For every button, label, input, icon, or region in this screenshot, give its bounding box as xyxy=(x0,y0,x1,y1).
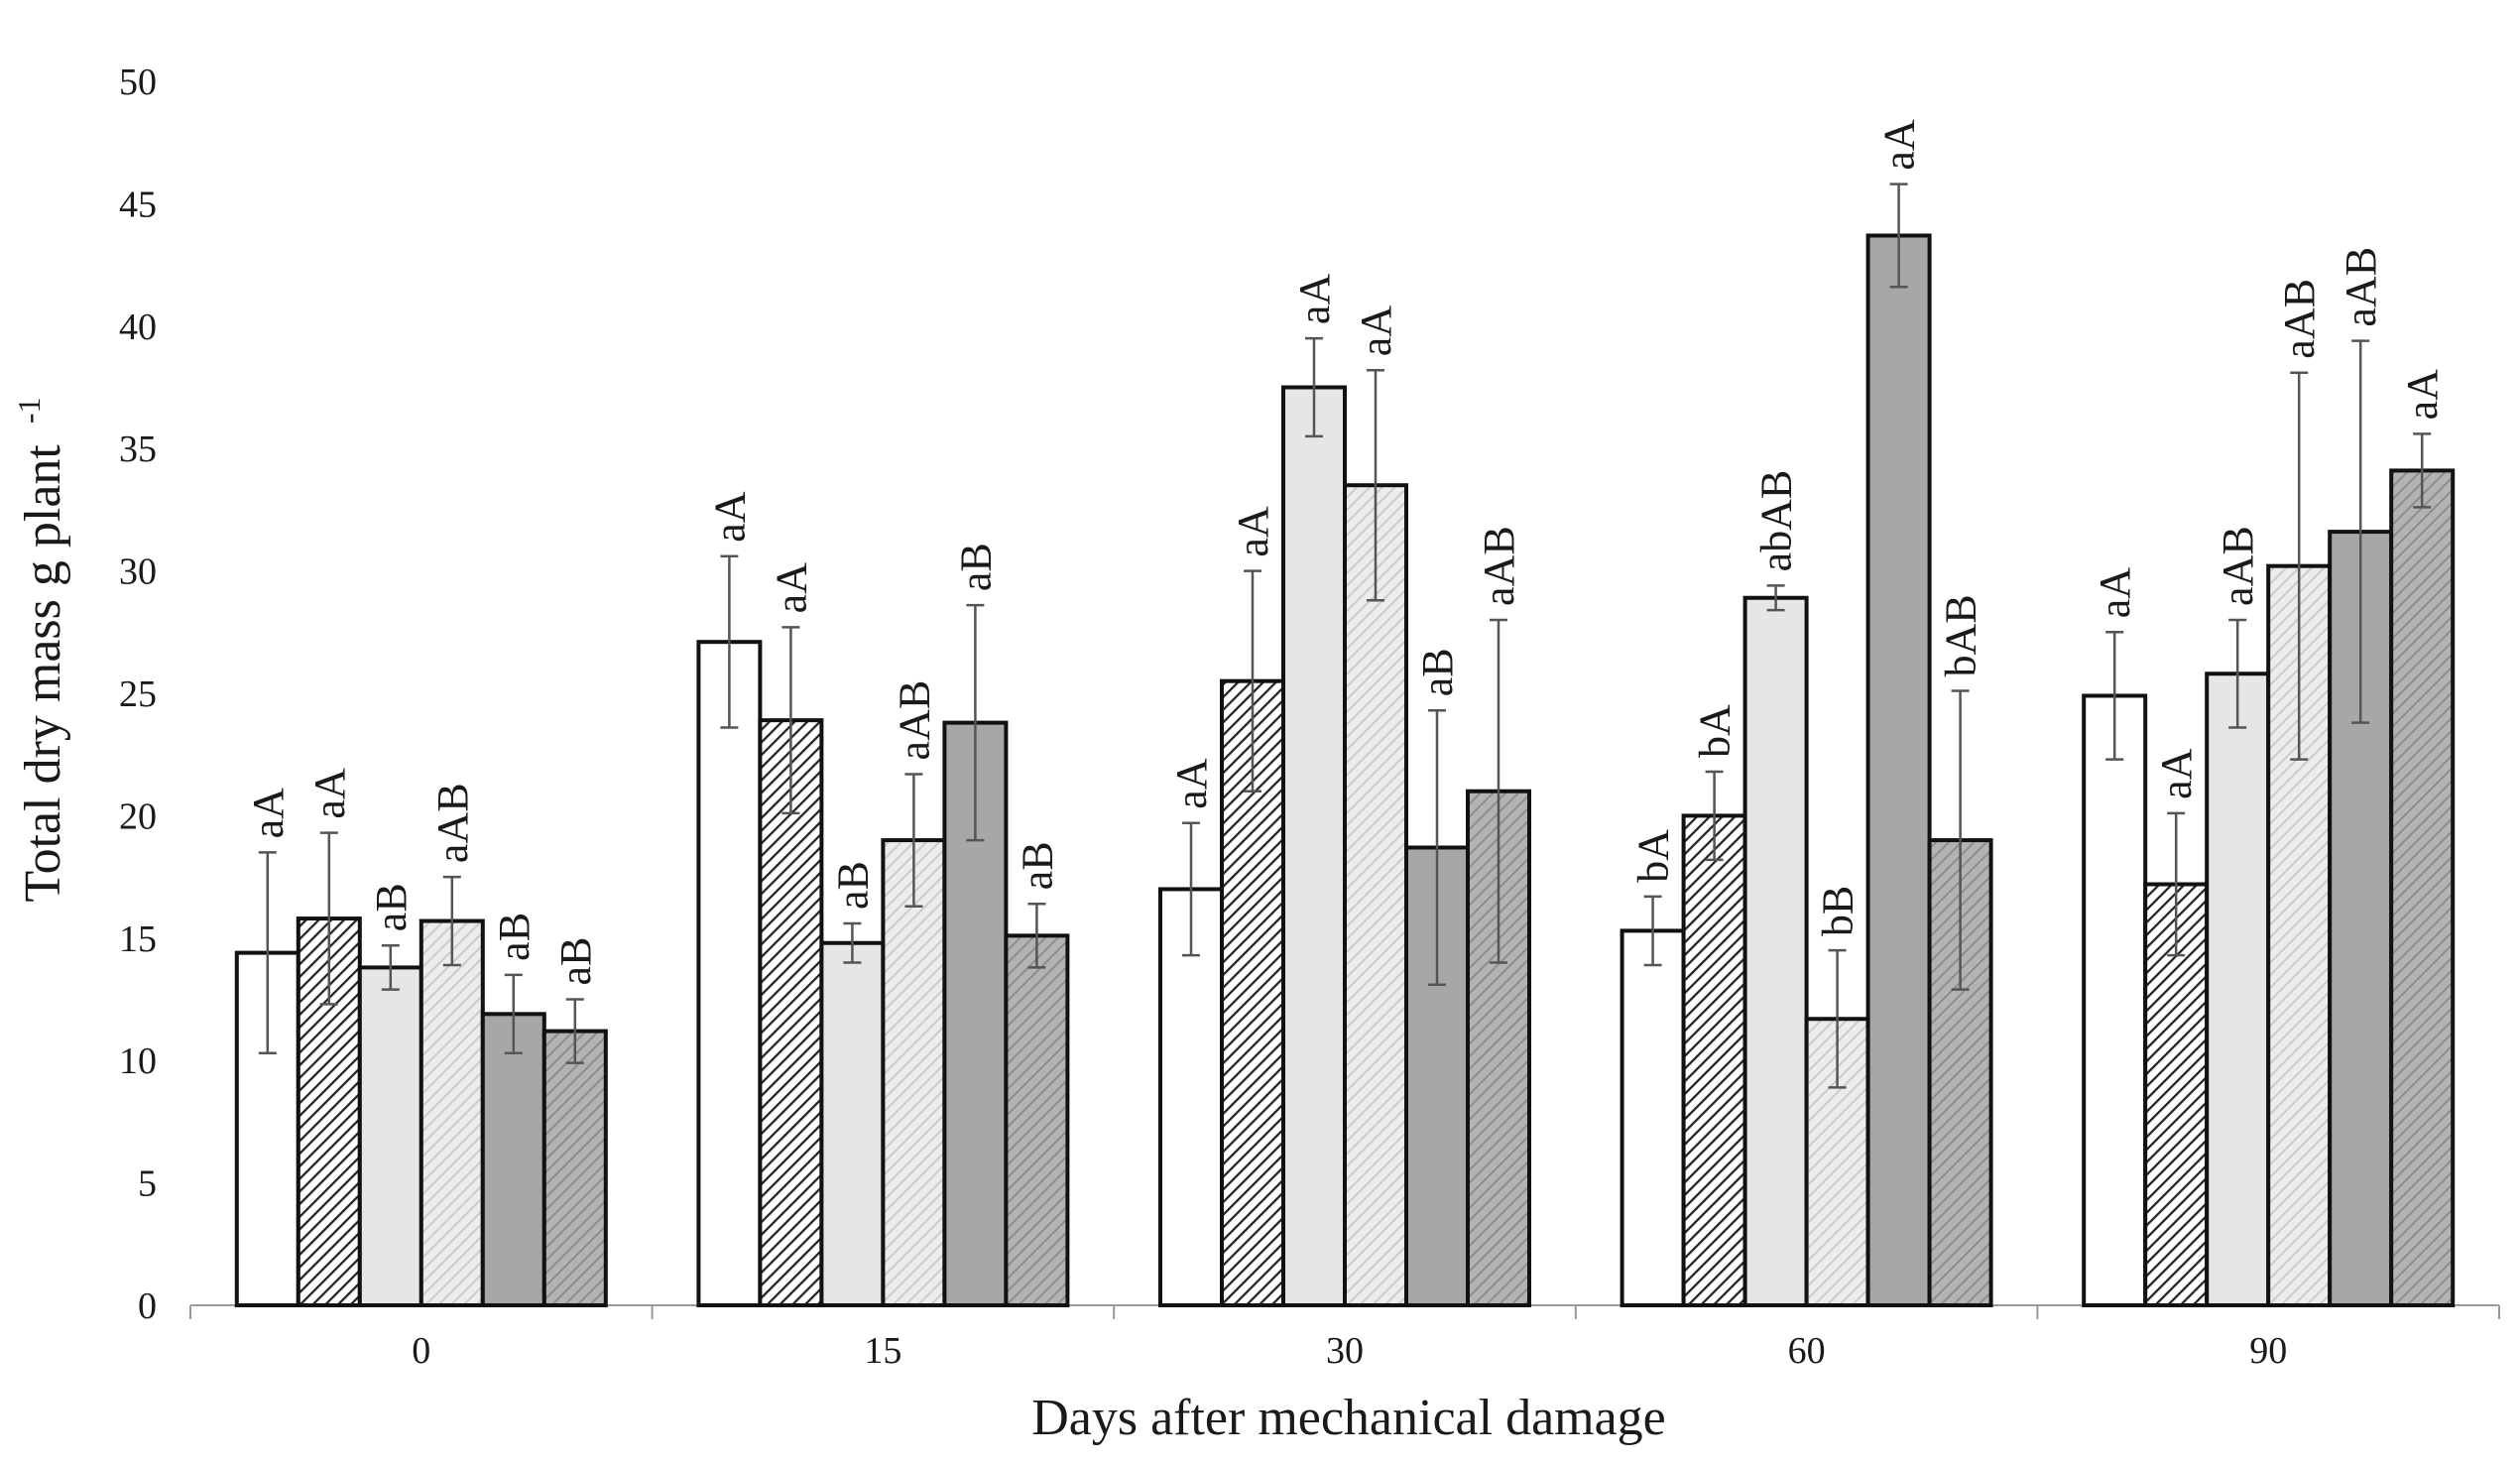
significance-label: aAB xyxy=(2275,279,2324,359)
error-bars-layer xyxy=(258,183,2432,1089)
significance-label: aAB xyxy=(2214,526,2262,606)
y-tick-label: 15 xyxy=(119,918,157,960)
significance-label: aB xyxy=(367,883,416,931)
y-axis-ticks: 0 5 10 15 20 25 30 35 40 45 50 xyxy=(119,61,157,1327)
bar xyxy=(881,838,947,1308)
y-axis-title-main: Total dry mass g plant xyxy=(15,444,71,903)
significance-label: aB xyxy=(490,913,539,961)
significance-label: aB xyxy=(1013,841,1061,890)
significance-label: aB xyxy=(828,861,877,910)
bar xyxy=(1281,385,1347,1307)
significance-label: aAB xyxy=(2337,247,2385,327)
bar xyxy=(2082,693,2148,1307)
bar xyxy=(1681,813,1747,1308)
bar xyxy=(758,718,824,1307)
bar xyxy=(2205,671,2271,1307)
significance-label: aB xyxy=(1413,648,1462,696)
significance-label: bAB xyxy=(1937,594,1985,676)
significance-label: aAB xyxy=(1475,526,1523,606)
significance-label: aA xyxy=(2091,567,2139,619)
x-axis: 0 15 30 60 90 xyxy=(189,1304,2500,1372)
bar xyxy=(1343,483,1408,1308)
significance-label: aA xyxy=(305,768,354,819)
bar xyxy=(357,965,423,1308)
bar xyxy=(480,1012,546,1307)
significance-label: aB xyxy=(551,937,600,986)
bar xyxy=(1158,887,1224,1307)
significance-label: aA xyxy=(1167,758,1216,809)
x-tick-label: 15 xyxy=(864,1330,901,1372)
y-axis-title-superscript: -1 xyxy=(11,397,47,424)
significance-label: aB xyxy=(951,543,1000,591)
significance-label: abAB xyxy=(1752,470,1801,572)
y-tick-label: 20 xyxy=(119,795,157,837)
bar xyxy=(1620,928,1686,1307)
y-tick-label: 30 xyxy=(119,551,157,593)
significance-label: bA xyxy=(1691,704,1740,758)
significance-label: aAB xyxy=(890,680,938,761)
bar xyxy=(696,640,763,1307)
significance-label: aA xyxy=(1229,506,1277,557)
y-tick-label: 45 xyxy=(119,183,157,225)
bar xyxy=(1865,233,1932,1307)
x-tick-label: 60 xyxy=(1788,1330,1826,1372)
significance-label: bB xyxy=(1814,886,1862,936)
significance-label: aAB xyxy=(428,783,477,863)
y-tick-label: 35 xyxy=(119,428,157,470)
x-tick-label: 90 xyxy=(2249,1330,2287,1372)
bar xyxy=(1004,933,1070,1307)
significance-label: aA xyxy=(244,788,293,839)
significance-label: aA xyxy=(1290,274,1339,325)
significance-label: aA xyxy=(2152,748,2201,799)
y-axis-title: Total dry mass g plant -1 xyxy=(11,397,71,902)
significance-label: bA xyxy=(1629,829,1678,883)
bar xyxy=(541,1029,608,1307)
x-tick-label: 0 xyxy=(412,1330,430,1372)
y-tick-label: 40 xyxy=(119,306,157,348)
significance-label: aA xyxy=(705,491,754,543)
bars-layer xyxy=(234,233,2456,1308)
y-tick-label: 0 xyxy=(138,1285,157,1327)
significance-label: aA xyxy=(767,562,815,614)
significance-label: aA xyxy=(1352,305,1400,357)
svg-text:Total dry mass g plant: Total dry mass g plant -1 xyxy=(11,397,71,902)
significance-label: aA xyxy=(2398,369,2447,421)
bar xyxy=(1742,595,1809,1307)
significance-label: aA xyxy=(1875,119,1924,171)
y-tick-label: 10 xyxy=(119,1040,157,1082)
y-tick-label: 50 xyxy=(119,61,157,103)
y-tick-label: 5 xyxy=(138,1163,157,1205)
x-tick-label: 30 xyxy=(1326,1330,1364,1372)
bar xyxy=(419,918,485,1307)
bar xyxy=(819,940,886,1308)
x-axis-title: Days after mechanical damage xyxy=(1031,1390,1666,1446)
y-tick-label: 25 xyxy=(119,673,157,715)
bar xyxy=(2389,468,2456,1307)
